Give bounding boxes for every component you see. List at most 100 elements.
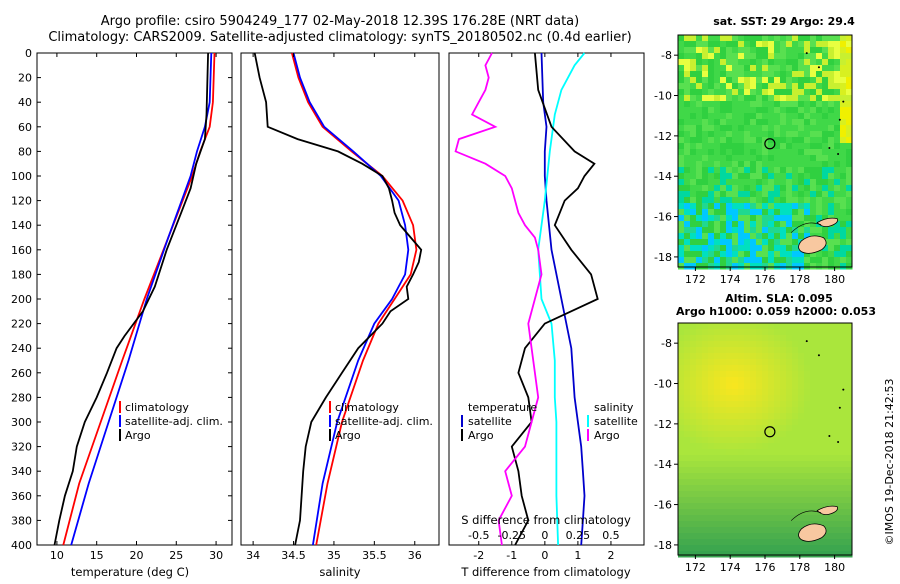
- map-cell: [756, 521, 763, 528]
- map-cell: [786, 491, 793, 498]
- sla-heatmap: [678, 323, 853, 558]
- map-cell: [684, 491, 691, 498]
- map-cell: [714, 353, 721, 360]
- map-cell: [840, 149, 847, 156]
- map-cell: [684, 173, 691, 180]
- map-cell: [744, 65, 751, 72]
- map-cell: [804, 221, 811, 228]
- map-cell: [774, 359, 781, 366]
- map-cell: [684, 53, 691, 60]
- map-cell: [714, 485, 721, 492]
- map-cell: [816, 257, 823, 264]
- map-cell: [708, 233, 715, 240]
- map-cell: [804, 455, 811, 462]
- map-cell: [750, 125, 757, 132]
- map-cell: [714, 149, 721, 156]
- map-cell: [846, 467, 853, 474]
- map-cell: [726, 203, 733, 210]
- map-cell: [780, 113, 787, 120]
- map-cell: [786, 359, 793, 366]
- map-cell: [798, 467, 805, 474]
- map-cell: [720, 467, 727, 474]
- map-cell: [750, 455, 757, 462]
- map-cell: [708, 443, 715, 450]
- map-cell: [678, 251, 685, 258]
- map-cell: [696, 263, 703, 270]
- map-cell: [834, 203, 841, 210]
- map-cell: [684, 359, 691, 366]
- map-cell: [738, 539, 745, 546]
- map-cell: [810, 197, 817, 204]
- map-cell: [768, 473, 775, 480]
- map-cell: [768, 485, 775, 492]
- sst_map-ytick-label: -14: [654, 170, 672, 183]
- map-cell: [798, 485, 805, 492]
- map-cell: [756, 119, 763, 126]
- map-cell: [822, 443, 829, 450]
- map-cell: [780, 191, 787, 198]
- map-cell: [798, 179, 805, 186]
- map-cell: [834, 95, 841, 102]
- map-cell: [714, 329, 721, 336]
- map-cell: [822, 485, 829, 492]
- map-cell: [792, 425, 799, 432]
- map-cell: [696, 215, 703, 222]
- map-cell: [756, 407, 763, 414]
- map-cell: [798, 191, 805, 198]
- map-cell: [792, 515, 799, 522]
- map-cell: [702, 467, 709, 474]
- map-cell: [762, 245, 769, 252]
- map-cell: [696, 497, 703, 504]
- map-cell: [726, 89, 733, 96]
- map-cell: [738, 377, 745, 384]
- map-cell: [720, 473, 727, 480]
- map-cell: [726, 167, 733, 174]
- difference-s-xtick-label: 0: [541, 529, 548, 542]
- map-cell: [744, 161, 751, 168]
- map-cell: [678, 551, 685, 558]
- map-cell: [690, 119, 697, 126]
- map-cell: [846, 161, 853, 168]
- map-cell: [774, 251, 781, 258]
- map-cell: [810, 467, 817, 474]
- map-cell: [846, 41, 853, 48]
- map-cell: [744, 131, 751, 138]
- map-cell: [690, 197, 697, 204]
- map-cell: [744, 377, 751, 384]
- map-cell: [678, 425, 685, 432]
- map-cell: [714, 509, 721, 516]
- map-cell: [702, 359, 709, 366]
- map-cell: [684, 401, 691, 408]
- map-cell: [792, 233, 799, 240]
- map-cell: [696, 329, 703, 336]
- map-cell: [846, 251, 853, 258]
- map-cell: [756, 65, 763, 72]
- map-cell: [780, 341, 787, 348]
- map-cell: [750, 131, 757, 138]
- map-cell: [768, 101, 775, 108]
- map-cell: [816, 119, 823, 126]
- map-cell: [744, 215, 751, 222]
- map-cell: [690, 71, 697, 78]
- map-cell: [792, 443, 799, 450]
- map-cell: [684, 245, 691, 252]
- temperature-xtick-label: 25: [169, 549, 183, 562]
- map-cell: [816, 479, 823, 486]
- map-cell: [816, 449, 823, 456]
- map-cell: [708, 449, 715, 456]
- map-cell: [690, 131, 697, 138]
- map-cell: [720, 539, 727, 546]
- map-cell: [696, 545, 703, 552]
- map-cell: [780, 77, 787, 84]
- map-cell: [774, 365, 781, 372]
- map-cell: [756, 323, 763, 330]
- map-cell: [816, 77, 823, 84]
- map-cell: [750, 245, 757, 252]
- map-cell: [750, 467, 757, 474]
- map-cell: [846, 515, 853, 522]
- map-cell: [816, 515, 823, 522]
- map-cell: [798, 257, 805, 264]
- map-cell: [798, 209, 805, 216]
- map-cell: [792, 41, 799, 48]
- map-cell: [690, 443, 697, 450]
